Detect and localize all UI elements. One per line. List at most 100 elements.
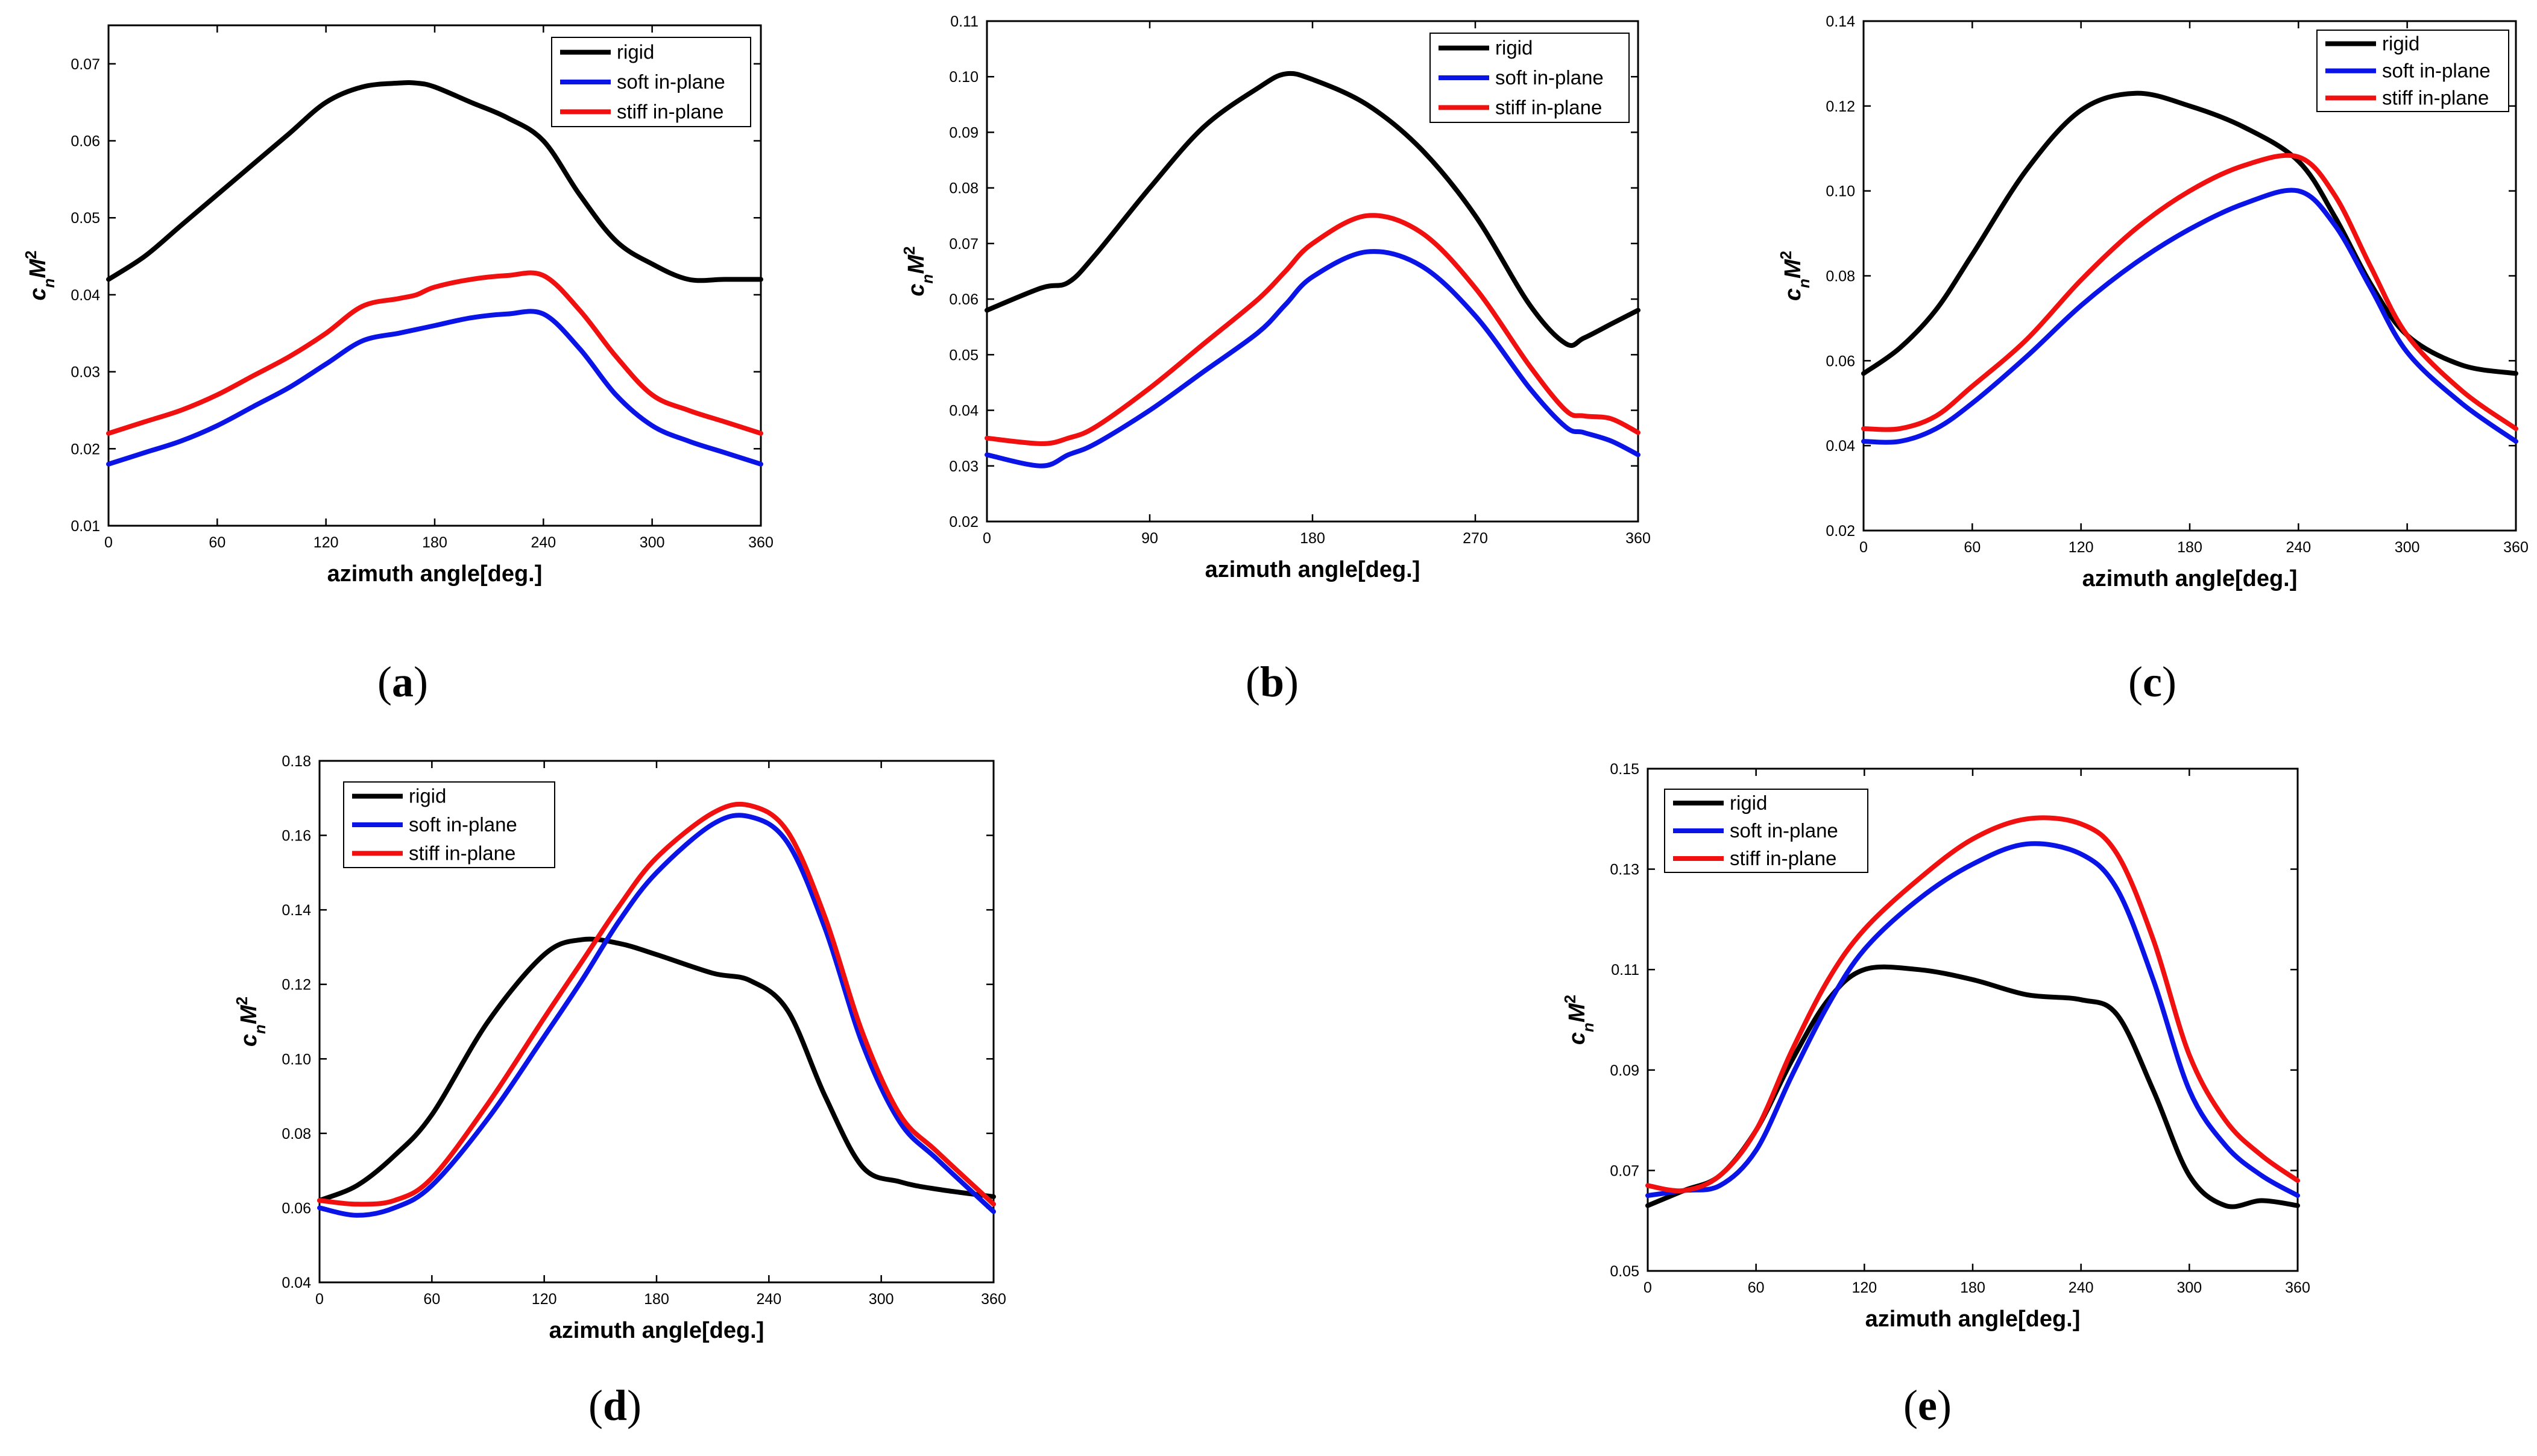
series-line-rigid: [317, 936, 996, 1203]
y-tick-label: 0.02: [71, 441, 100, 458]
x-tick-label: 270: [1463, 530, 1488, 547]
series-line-stiff-in-plane: [317, 801, 996, 1207]
x-tick-label: 0: [1644, 1279, 1652, 1296]
x-axis-title: azimuth angle[deg.]: [1205, 557, 1420, 582]
x-tick-label: 360: [981, 1291, 1006, 1308]
legend-label: rigid: [1730, 792, 1767, 814]
x-tick-label: 120: [2069, 539, 2094, 556]
x-tick-label: 0: [1859, 539, 1868, 556]
panel-label: (e): [1903, 1381, 1952, 1429]
x-tick-label: 60: [1964, 539, 1981, 556]
x-tick-label: 300: [2176, 1279, 2202, 1296]
x-axis-title: azimuth angle[deg.]: [2082, 566, 2298, 591]
x-tick-label: 240: [531, 534, 556, 551]
y-tick-label: 0.15: [1610, 761, 1639, 778]
y-tick-label: 0.02: [949, 514, 979, 531]
y-tick-label: 0.07: [71, 56, 100, 73]
legend-label: rigid: [409, 785, 446, 807]
y-axis-title: cnM2: [900, 246, 936, 296]
x-tick-label: 240: [2286, 539, 2311, 556]
x-axis-title: azimuth angle[deg.]: [327, 561, 543, 587]
x-tick-label: 0: [104, 534, 113, 551]
legend: rigid soft in-plane stiff in-plane: [1664, 789, 1868, 873]
legend-label: soft in-plane: [409, 813, 517, 836]
y-tick-label: 0.12: [1826, 98, 1855, 115]
legend-label: soft in-plane: [1495, 66, 1604, 89]
y-tick-label: 0.04: [949, 403, 979, 420]
y-tick-label: 0.09: [949, 124, 979, 141]
x-axis-title: azimuth angle[deg.]: [1865, 1306, 2081, 1332]
y-tick-label: 0.08: [1826, 268, 1855, 285]
panel-label: (d): [588, 1381, 641, 1429]
y-tick-label: 0.08: [949, 180, 979, 197]
y-tick-label: 0.06: [71, 133, 100, 150]
x-tick-label: 90: [1141, 530, 1158, 547]
y-tick-label: 0.09: [1610, 1062, 1639, 1079]
legend-label: rigid: [2382, 33, 2419, 55]
series-line-soft-in-plane: [317, 813, 996, 1218]
x-tick-label: 180: [1960, 1279, 1985, 1296]
x-tick-label: 360: [2285, 1279, 2310, 1296]
y-tick-label: 0.06: [1826, 353, 1855, 370]
chart-panel-e: 0 60 120 180 240 300 360 0.05 0.07 0.09 0.11 0.13 0.…: [1561, 761, 2310, 1429]
x-tick-label: 300: [869, 1291, 894, 1308]
x-tick-label: 120: [532, 1291, 557, 1308]
y-tick-label: 0.06: [949, 291, 979, 308]
x-tick-label: 360: [2503, 539, 2529, 556]
legend-label: stiff in-plane: [2382, 87, 2489, 109]
y-tick-label: 0.05: [949, 347, 979, 364]
x-tick-label: 240: [2069, 1279, 2094, 1296]
x-tick-label: 180: [644, 1291, 669, 1308]
y-tick-label: 0.04: [71, 287, 100, 304]
chart-panel-d: 0 60 120 180 240 300 360 0.04 0.06 0.08 0.10 0.12 0.…: [233, 753, 1006, 1429]
series-line-rigid: [1861, 90, 2518, 376]
y-axis-title: cnM2: [233, 997, 269, 1047]
x-axis-title: azimuth angle[deg.]: [549, 1318, 764, 1343]
legend-label: rigid: [1495, 37, 1533, 59]
series-line-stiff-in-plane: [1861, 153, 2518, 432]
chart-panel-c: 0 60 120 180 240 300 360 0.02 0.04 0.06 0.08 0.10 0.…: [1777, 13, 2529, 706]
legend-label: soft in-plane: [2382, 60, 2491, 82]
y-tick-label: 0.06: [282, 1200, 311, 1217]
y-tick-label: 0.04: [282, 1275, 311, 1291]
y-tick-label: 0.07: [1610, 1162, 1639, 1179]
y-tick-label: 0.03: [71, 364, 100, 381]
legend-label: stiff in-plane: [1730, 847, 1836, 869]
y-tick-label: 0.01: [71, 518, 100, 535]
legend: rigid soft in-plane stiff in-plane: [1429, 33, 1630, 123]
x-tick-label: 180: [2177, 539, 2202, 556]
y-tick-label: 0.10: [949, 69, 979, 86]
legend-label: soft in-plane: [617, 71, 725, 93]
y-axis-title: cnM2: [1777, 251, 1813, 301]
y-tick-label: 0.08: [282, 1126, 311, 1142]
y-tick-label: 0.11: [1611, 962, 1639, 979]
x-tick-label: 0: [983, 530, 991, 547]
x-tick-label: 360: [748, 534, 774, 551]
y-tick-label: 0.16: [282, 828, 311, 845]
y-tick-label: 0.12: [282, 977, 311, 994]
chart-panel-b: 0 90 180 270 360 0.02 0.03 0.04 0.05 0.06 0.07 0.08…: [900, 13, 1651, 706]
y-tick-label: 0.10: [282, 1051, 311, 1068]
x-tick-label: 240: [756, 1291, 781, 1308]
series-line-soft-in-plane: [106, 309, 763, 467]
x-tick-label: 360: [1625, 530, 1651, 547]
y-tick-label: 0.14: [1826, 13, 1855, 30]
x-tick-label: 300: [2395, 539, 2420, 556]
chart-panel-a: 0 60 120 180 240 300 360 0.01 0.02 0.03 0.04 0.05 0.…: [22, 24, 774, 706]
y-axis-title: cnM2: [22, 250, 58, 300]
y-tick-label: 0.04: [1826, 438, 1855, 455]
y-tick-label: 0.13: [1610, 862, 1639, 878]
y-tick-label: 0.05: [1610, 1263, 1639, 1280]
x-tick-label: 120: [1852, 1279, 1877, 1296]
series-line-rigid: [1645, 964, 2300, 1209]
series-line-soft-in-plane: [985, 249, 1640, 468]
series-line-stiff-in-plane: [106, 270, 763, 436]
x-tick-label: 180: [1300, 530, 1325, 547]
x-tick-label: 300: [640, 534, 665, 551]
series-line-soft-in-plane: [1645, 841, 2300, 1198]
x-tick-label: 60: [423, 1291, 440, 1308]
panel-label: (b): [1246, 658, 1299, 706]
y-tick-label: 0.05: [71, 210, 100, 227]
panel-label: (a): [377, 658, 428, 706]
